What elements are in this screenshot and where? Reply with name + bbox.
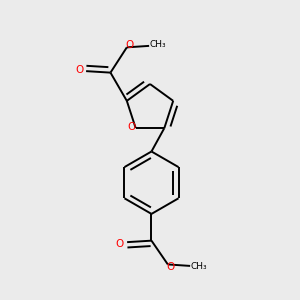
Text: O: O: [116, 238, 124, 249]
Text: CH₃: CH₃: [150, 40, 166, 50]
Text: CH₃: CH₃: [191, 262, 207, 271]
Text: O: O: [128, 122, 136, 132]
Text: O: O: [166, 262, 174, 272]
Text: O: O: [75, 64, 84, 75]
Text: O: O: [125, 40, 133, 50]
